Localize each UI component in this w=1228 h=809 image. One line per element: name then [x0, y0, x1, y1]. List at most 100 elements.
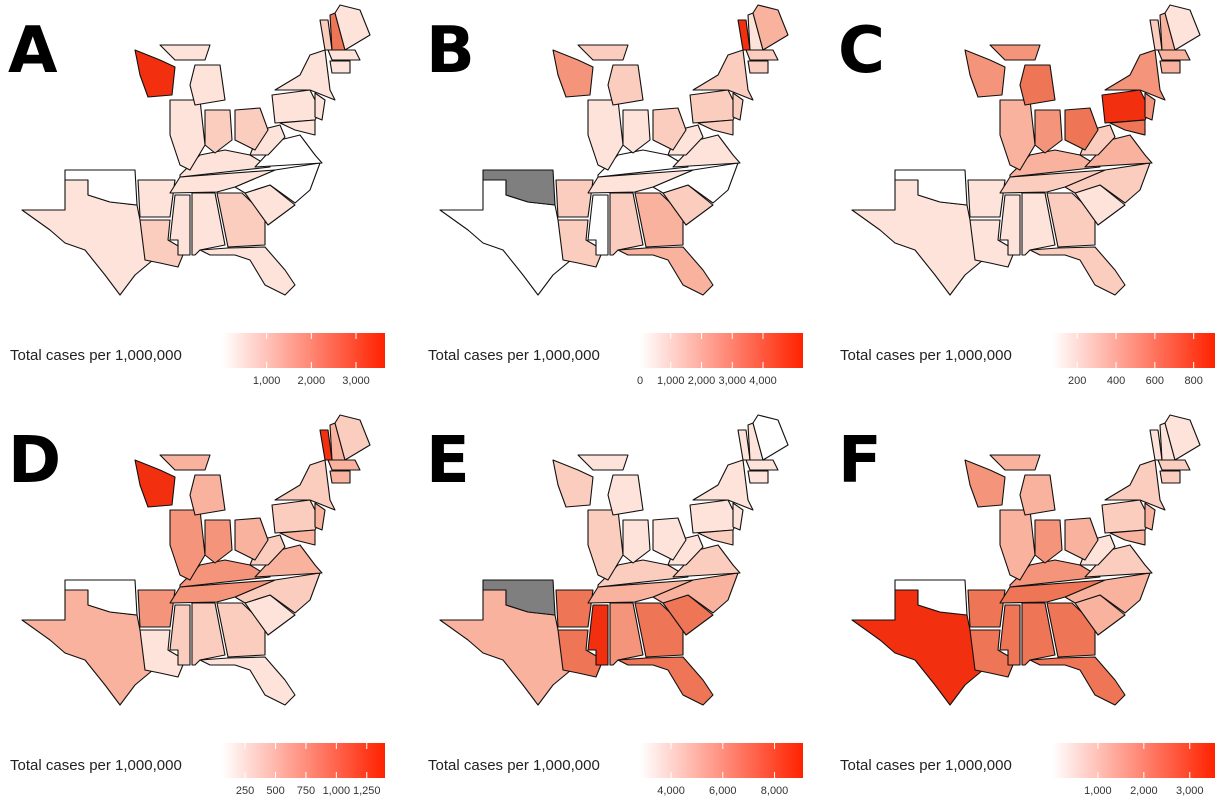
- state: [964, 459, 1006, 508]
- state: [169, 604, 191, 666]
- tick-label: 4,000: [749, 375, 777, 387]
- tick-label: 3,000: [342, 375, 370, 387]
- state: [692, 459, 754, 511]
- state: [1029, 246, 1126, 296]
- state: [1019, 474, 1056, 516]
- tick-label: 1,000: [253, 375, 281, 387]
- legend-title: Total cases per 1,000,000: [840, 347, 1012, 364]
- state: [552, 459, 594, 508]
- state: [969, 629, 1016, 678]
- state: [314, 502, 326, 531]
- state: [652, 517, 687, 561]
- panel-letter: C: [838, 14, 885, 88]
- state: [1159, 60, 1181, 74]
- state: [752, 4, 789, 51]
- state: [747, 60, 769, 74]
- state: [216, 602, 266, 658]
- state: [969, 219, 1016, 268]
- tick-label: 0: [637, 375, 643, 387]
- state: [557, 219, 604, 268]
- state: [279, 119, 316, 136]
- state: [159, 454, 211, 471]
- state: [689, 89, 739, 124]
- state: [1104, 459, 1166, 511]
- state: [137, 179, 176, 218]
- state: [587, 579, 694, 604]
- state: [1034, 519, 1063, 564]
- tick-label: 800: [1184, 375, 1202, 387]
- state: [314, 92, 326, 121]
- state: [482, 169, 556, 206]
- state: [169, 194, 191, 256]
- state: [1064, 572, 1151, 614]
- state: [329, 60, 351, 74]
- state: [1109, 529, 1146, 546]
- panel-letter: D: [8, 424, 61, 498]
- state: [607, 474, 644, 516]
- panel: B Total cases per 1,000,000 0 1,000 2,000 3,0…: [426, 4, 803, 387]
- state: [1104, 49, 1166, 101]
- state: [274, 49, 336, 101]
- state: [1064, 162, 1151, 204]
- state: [1064, 517, 1099, 561]
- colorbar: [1052, 333, 1215, 368]
- state: [327, 459, 361, 471]
- state: [634, 192, 684, 248]
- state: [1159, 470, 1181, 484]
- state: [1144, 502, 1156, 531]
- state: [652, 572, 739, 614]
- state: [622, 519, 651, 564]
- state: [999, 579, 1106, 604]
- state: [999, 194, 1021, 256]
- state: [989, 44, 1041, 61]
- state: [1046, 192, 1096, 248]
- state: [617, 246, 714, 296]
- tick-label: 2,000: [298, 375, 326, 387]
- tick-label: 1,000: [657, 375, 685, 387]
- state: [139, 219, 186, 268]
- state: [199, 656, 296, 706]
- state: [204, 519, 233, 564]
- legend-title: Total cases per 1,000,000: [10, 347, 182, 364]
- tick-label: 8,000: [761, 785, 789, 797]
- tick-label: 1,000: [1084, 785, 1112, 797]
- legend-title: Total cases per 1,000,000: [840, 757, 1012, 774]
- state: [234, 107, 269, 151]
- state: [189, 64, 226, 106]
- state: [577, 454, 629, 471]
- tick-label: 3,000: [718, 375, 746, 387]
- state: [999, 169, 1106, 194]
- panel: F Total cases per 1,000,000 1,000 2,000 3,00…: [838, 414, 1215, 797]
- state: [279, 529, 316, 546]
- state: [482, 579, 556, 616]
- state: [622, 109, 651, 154]
- panel-letter: A: [8, 14, 58, 88]
- state: [234, 572, 321, 614]
- state: [1101, 499, 1151, 534]
- tick-label: 750: [297, 785, 315, 797]
- state: [234, 162, 321, 204]
- state: [334, 4, 371, 51]
- tick-label: 600: [1146, 375, 1164, 387]
- legend-title: Total cases per 1,000,000: [428, 757, 600, 774]
- state: [557, 629, 604, 678]
- map: [439, 414, 789, 706]
- state: [1144, 92, 1156, 121]
- state: [1046, 602, 1096, 658]
- state: [1034, 109, 1063, 154]
- state: [747, 470, 769, 484]
- state: [169, 169, 276, 194]
- state: [64, 579, 138, 616]
- state: [697, 529, 734, 546]
- state: [1157, 49, 1191, 61]
- state: [139, 629, 186, 678]
- state: [752, 414, 789, 461]
- state: [999, 604, 1021, 666]
- state: [234, 517, 269, 561]
- tick-label: 500: [266, 785, 284, 797]
- state: [652, 162, 739, 204]
- state: [607, 64, 644, 106]
- state: [327, 49, 361, 61]
- panel-letter: F: [838, 424, 882, 498]
